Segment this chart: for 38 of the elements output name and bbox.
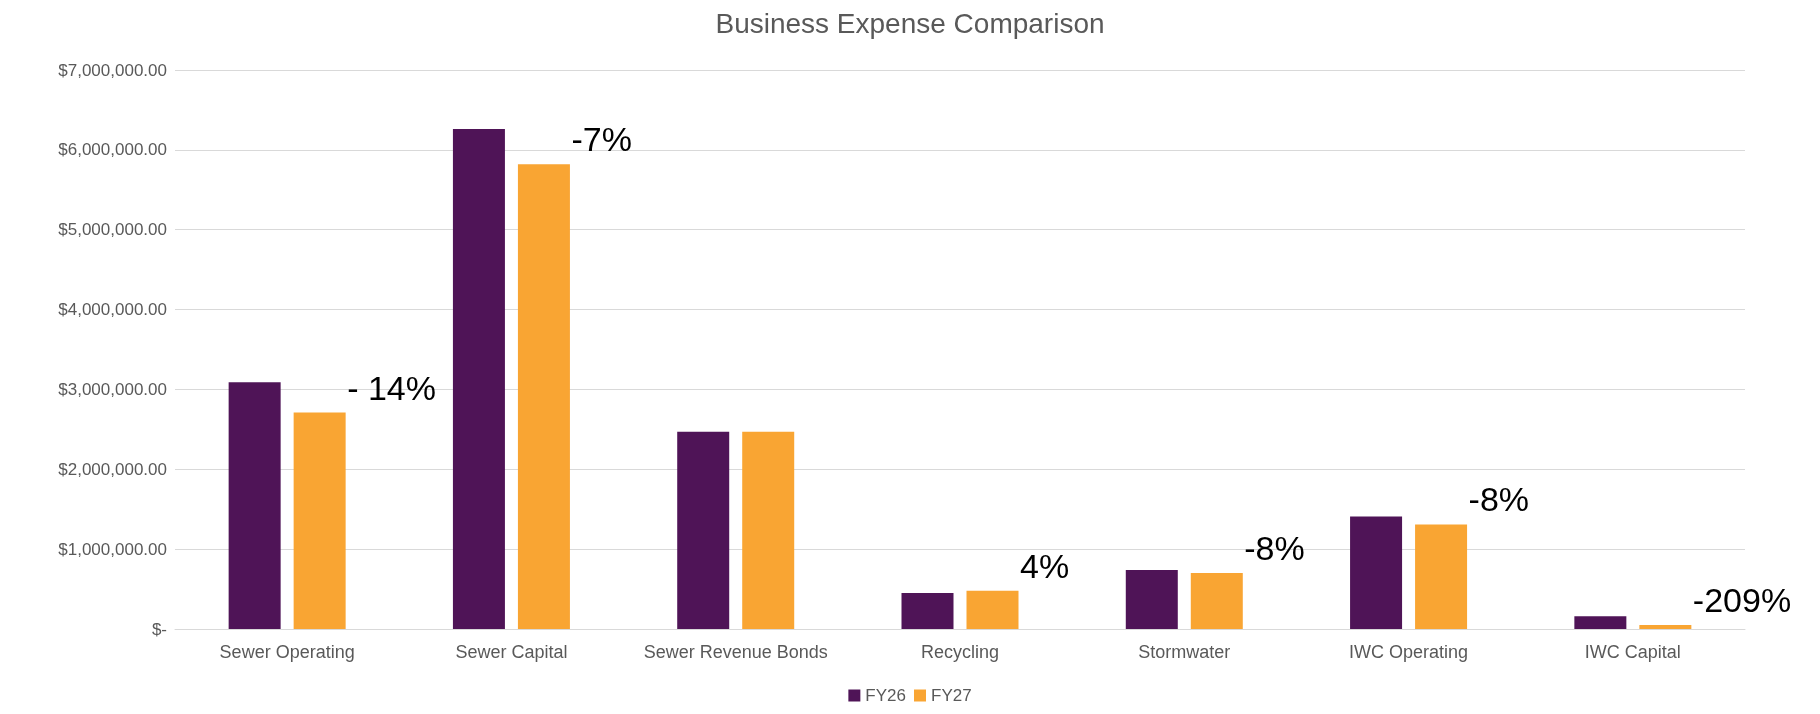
bar xyxy=(1350,516,1403,629)
y-tick-label: $2,000,000.00 xyxy=(58,459,167,479)
bar xyxy=(677,431,730,629)
annotation: - 14% xyxy=(347,368,436,407)
bar xyxy=(1190,573,1243,629)
bar xyxy=(966,590,1019,629)
bar xyxy=(1639,625,1692,629)
bar xyxy=(452,129,505,629)
chart-title: Business Expense Comparison xyxy=(715,7,1105,39)
bar xyxy=(901,593,954,629)
x-tick-label: IWC Operating xyxy=(1349,642,1469,662)
annotation: -7% xyxy=(571,120,632,159)
legend-label: FY26 xyxy=(865,686,907,705)
annotation: -209% xyxy=(1692,581,1792,620)
legend-label: FY27 xyxy=(931,686,972,705)
bar xyxy=(1574,616,1627,629)
x-tick-label: Recycling xyxy=(920,642,1000,662)
y-tick-label: $5,000,000.00 xyxy=(58,220,167,240)
bar xyxy=(517,164,570,629)
bar xyxy=(228,382,281,629)
bar xyxy=(1125,569,1178,629)
annotation: 4% xyxy=(1020,546,1070,585)
y-tick-label: $6,000,000.00 xyxy=(58,140,167,160)
x-tick-label: Sewer Operating xyxy=(219,642,355,662)
x-tick-label: Stormwater xyxy=(1138,642,1231,662)
bar xyxy=(293,412,346,629)
x-tick-label: Sewer Capital xyxy=(455,642,568,662)
y-tick-label: $7,000,000.00 xyxy=(58,60,167,80)
annotation: -8% xyxy=(1244,529,1305,568)
y-tick-label: $- xyxy=(151,619,167,639)
y-tick-label: $4,000,000.00 xyxy=(58,300,167,320)
y-tick-label: $1,000,000.00 xyxy=(58,539,167,559)
bar xyxy=(742,431,795,629)
bar xyxy=(1415,524,1468,629)
annotation: -8% xyxy=(1468,480,1530,519)
x-tick-label: Sewer Revenue Bonds xyxy=(643,642,828,662)
y-tick-label: $3,000,000.00 xyxy=(58,379,167,399)
x-tick-label: IWC Capital xyxy=(1584,642,1681,662)
